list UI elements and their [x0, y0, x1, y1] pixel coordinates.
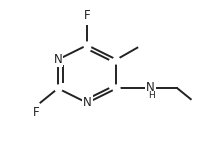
Text: H: H	[148, 91, 155, 100]
Text: N: N	[146, 81, 155, 94]
Text: N: N	[83, 96, 92, 109]
Text: F: F	[84, 9, 90, 22]
Text: N: N	[54, 53, 62, 66]
Text: F: F	[33, 106, 40, 119]
